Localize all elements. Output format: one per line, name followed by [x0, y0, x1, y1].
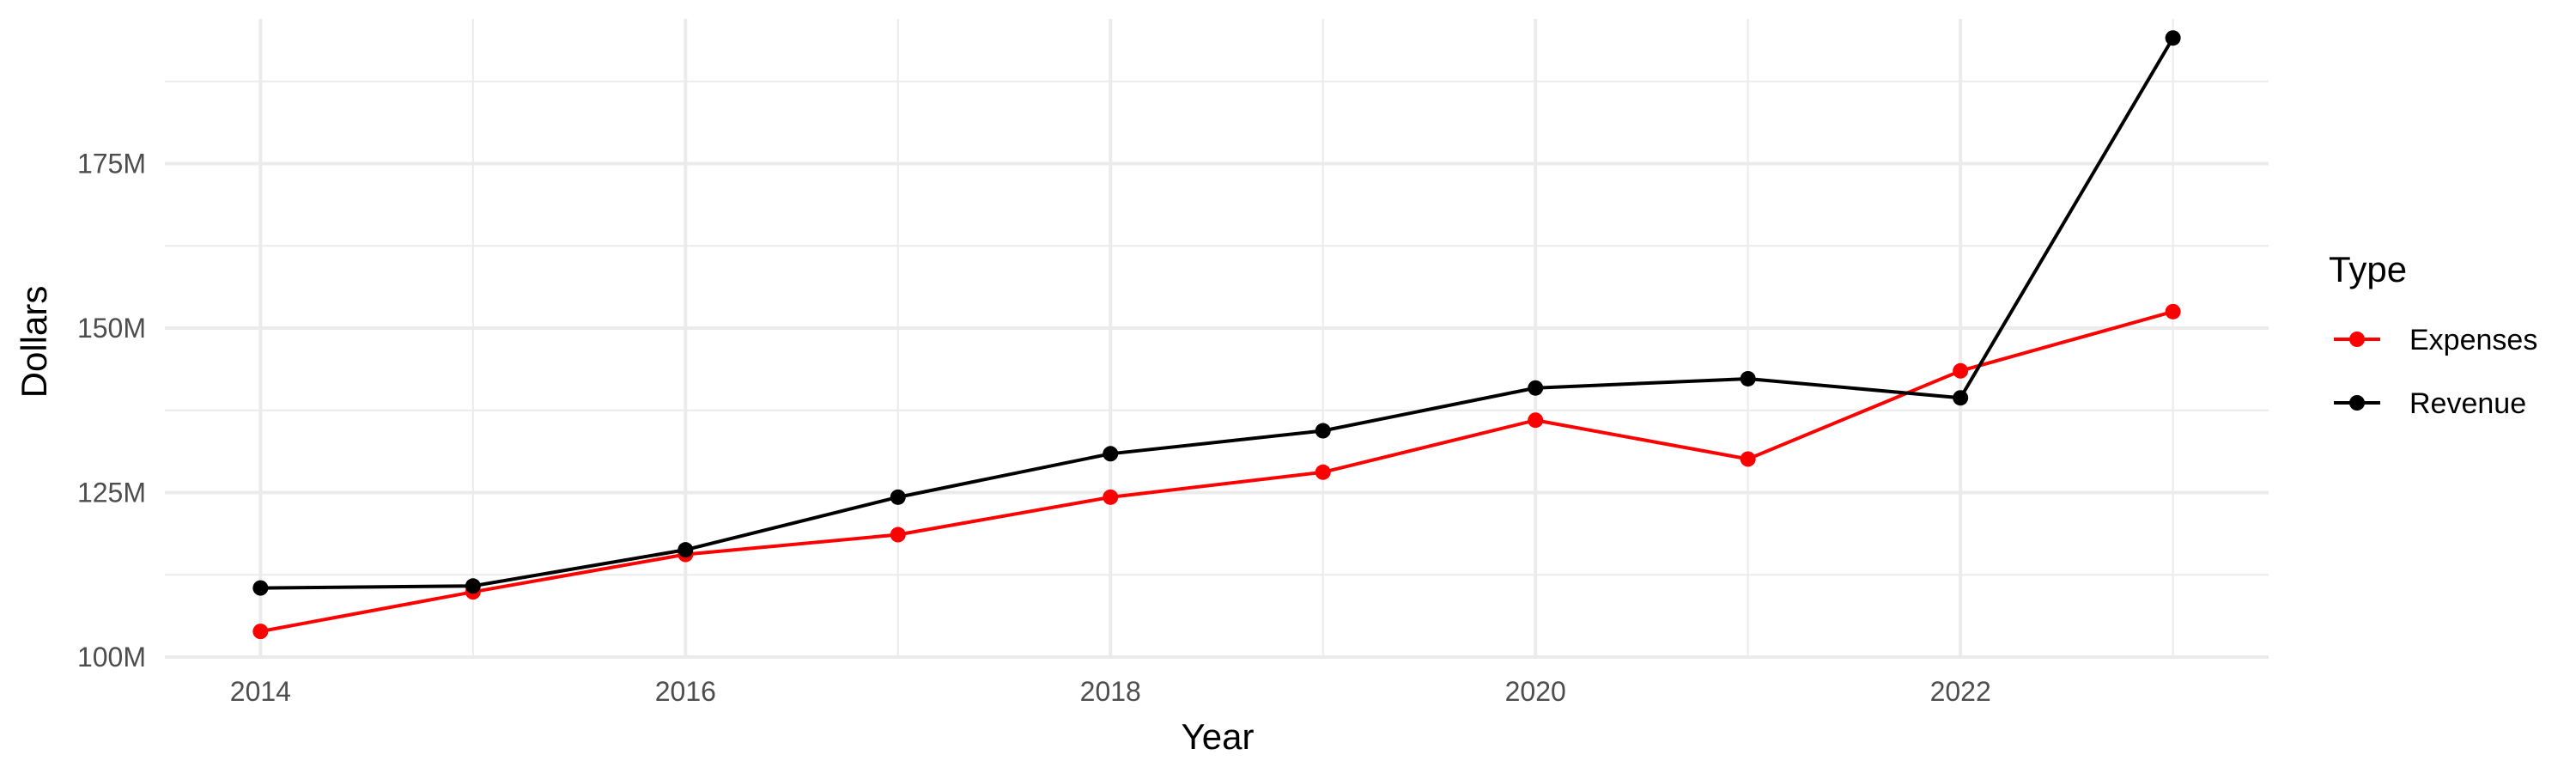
legend-items: Expenses Revenue [2334, 324, 2537, 420]
data-point-revenue [252, 580, 269, 596]
x-axis-title: Year [1182, 716, 1255, 757]
x-tick-label: 2020 [1505, 676, 1566, 707]
data-point-expenses [1740, 451, 1756, 467]
data-point-revenue [677, 542, 694, 558]
data-point-expenses [1953, 362, 1969, 379]
data-point-revenue [1953, 390, 1969, 406]
legend-title: Type [2329, 249, 2407, 289]
grid [165, 19, 2269, 659]
x-tick-label: 2016 [655, 676, 716, 707]
x-tick-label: 2014 [230, 676, 291, 707]
data-point-expenses [890, 526, 906, 543]
y-tick-label: 125M [77, 478, 146, 508]
legend: Type Expenses Revenue [2329, 249, 2537, 420]
x-tick-label: 2018 [1080, 676, 1141, 707]
series-line-expenses [259, 309, 2174, 634]
data-point-revenue [2165, 30, 2181, 46]
data-point-expenses [252, 624, 269, 640]
series-line-revenue [260, 37, 2175, 590]
legend-label-revenue: Revenue [2409, 387, 2526, 420]
data-point-expenses [1528, 412, 1544, 429]
legend-label-expenses: Expenses [2409, 324, 2537, 356]
y-tick-label: 175M [77, 149, 146, 180]
data-point-expenses [1103, 489, 1119, 505]
y-tick-label: 100M [77, 642, 146, 673]
y-tick-label: 150M [77, 313, 146, 344]
data-point-revenue [1528, 380, 1544, 396]
data-point-expenses [2165, 303, 2181, 320]
legend-key-point [2349, 332, 2365, 347]
data-point-revenue [890, 489, 906, 505]
data-point-revenue [1740, 370, 1756, 386]
y-axis-title: Dollars [14, 286, 54, 399]
series [252, 30, 2181, 640]
data-point-revenue [1103, 446, 1119, 462]
data-point-expenses [1315, 464, 1331, 480]
legend-key-point [2349, 395, 2365, 411]
x-tick-label: 2022 [1930, 676, 1991, 707]
axes: 100M 125M 150M 175M 2014 2016 2018 2020 2022 [77, 149, 1991, 707]
data-point-revenue [465, 578, 481, 594]
data-point-revenue [1315, 423, 1331, 439]
